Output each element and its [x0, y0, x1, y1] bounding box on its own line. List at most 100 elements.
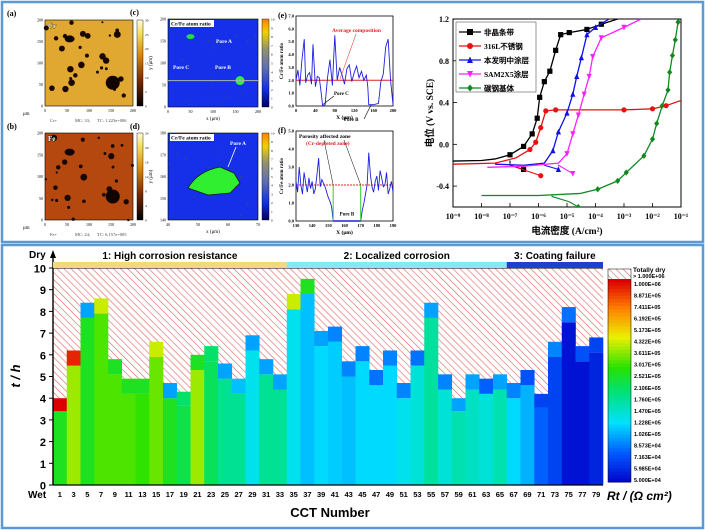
unit-label: μm — [23, 226, 30, 231]
legend-label: 非晶条带 — [484, 27, 514, 37]
x-tick-label: 79 — [592, 490, 600, 499]
x-tick-label: 3 — [72, 490, 76, 499]
y-tick-label: 7.0 — [288, 14, 294, 19]
colorbar-tick: 9 — [271, 26, 273, 30]
x-tick-label: 50 — [65, 222, 69, 227]
heatmap-column — [355, 346, 370, 485]
heatmap-cell-top — [383, 350, 398, 366]
heatmap-cell-top — [396, 383, 411, 399]
marker-circle — [533, 139, 539, 145]
pore-dot — [44, 178, 48, 181]
noise-dot — [169, 163, 171, 166]
x-tick-label: 0 — [295, 108, 298, 113]
x-tick-label: 40 — [166, 222, 170, 227]
y-tick-label: 200 — [37, 131, 43, 136]
heatmap-cell-main — [94, 313, 109, 485]
heatmap-cell-top — [465, 374, 480, 390]
y-tick-label: 0.4 — [439, 99, 449, 108]
heatmap-cell-main — [273, 389, 288, 485]
heatmap-cell-top — [355, 346, 370, 362]
x-tick-label: 73 — [551, 490, 559, 499]
pore-dot — [53, 185, 58, 190]
x-tick-label: 47 — [372, 490, 380, 499]
colorbar-tick: 0 — [271, 106, 273, 110]
heatmap-cell-top — [314, 330, 329, 347]
heatmap-column — [314, 330, 329, 485]
colorbar-segment — [608, 465, 631, 469]
cathodic-curve — [551, 195, 579, 207]
colorbar-segment — [608, 471, 631, 476]
colorbar-segment — [608, 336, 631, 341]
colorbar-tick-label: 5.985E+04 — [634, 466, 662, 472]
colorbar-segment — [608, 397, 631, 402]
colorbar-tick: 8 — [145, 190, 147, 194]
pore-dot — [78, 61, 85, 69]
panel-label: (b) — [7, 122, 17, 131]
colorbar-segment — [608, 370, 631, 375]
x-tick-label: 10⁻⁴ — [588, 212, 603, 221]
phase-bar — [506, 262, 603, 268]
colorbar-tick: 8 — [271, 35, 273, 39]
x-tick-label: 9 — [113, 490, 117, 499]
colorbar-segment — [608, 400, 631, 405]
wet-label: Wet — [28, 490, 47, 501]
colorbar-dry-threshold: > 1.000E+06 — [633, 274, 665, 280]
heatmap-cell-top — [204, 346, 219, 362]
x-axis-label: x (μm) — [206, 117, 220, 122]
pore-dot — [71, 217, 75, 221]
heatmap-cell-top — [286, 294, 301, 310]
y-tick-label: 5.0 — [288, 129, 294, 134]
colorbar-segment — [608, 377, 631, 381]
pore-dot — [49, 85, 55, 91]
x-tick-label: 150 — [108, 108, 114, 113]
y-tick-label: 4 — [40, 394, 47, 406]
heatmap-cell-main — [80, 317, 95, 485]
marker-diamond — [575, 203, 581, 207]
marker-triangle-down — [467, 71, 473, 78]
map-panel-c: (c) Pore A Pore B Pore C Cr/Fe atom ratio x (… — [130, 8, 275, 122]
x-tick-label: 100 — [210, 109, 216, 114]
y-tick-label: 6.0 — [288, 26, 294, 31]
marker-triangle-up — [570, 91, 576, 97]
pore-dot — [64, 148, 75, 156]
x-tick-label: 65 — [496, 490, 504, 499]
noise-dot — [219, 103, 222, 105]
anodic-curve — [495, 19, 610, 166]
y-tick-label: 2.0 — [288, 78, 294, 83]
colorbar-segment — [608, 458, 631, 463]
x-tick-label: 10⁻⁵ — [560, 212, 575, 221]
y-tick-label: 0.0 — [288, 219, 294, 224]
x-tick-label: 11 — [125, 490, 133, 499]
pore-dot — [62, 85, 69, 93]
colorbar-segment — [608, 410, 631, 415]
colorbar-tick-label: 8.871E+05 — [634, 294, 661, 300]
noise-dot — [211, 84, 213, 87]
colorbar-segment — [608, 333, 631, 338]
x-tick-label: 61 — [468, 490, 476, 499]
marker-circle — [621, 107, 627, 113]
phase-bar — [53, 262, 287, 268]
colorbar-tick: 10 — [271, 132, 275, 136]
marker-diamond — [669, 52, 676, 59]
x-tick-label: 60 — [226, 222, 230, 227]
y-tick-label: 5 — [40, 372, 46, 384]
colorbar-tick: 24 — [145, 132, 149, 136]
marker-diamond — [675, 19, 681, 26]
legend-entry: SAM2X5涂层 — [459, 69, 529, 79]
x-axis-label: x (μm) — [206, 230, 220, 235]
heatmap-column — [561, 307, 576, 485]
heatmap-cell-top — [548, 341, 563, 357]
x-tick-label: 33 — [276, 490, 284, 499]
heatmap-cell-top — [493, 374, 508, 390]
annotation-arrow — [323, 139, 334, 186]
marker-diamond — [615, 177, 621, 184]
marker-square — [553, 47, 559, 53]
x-tick-label: 190 — [390, 223, 398, 228]
series-5 — [481, 19, 681, 207]
x-tick-label: 200 — [390, 108, 398, 113]
pore-dot — [55, 165, 61, 170]
colorbar-segment — [608, 339, 631, 344]
annotation: (Cr-depleted zone) — [306, 140, 350, 147]
annotation: Pore C — [334, 92, 349, 97]
